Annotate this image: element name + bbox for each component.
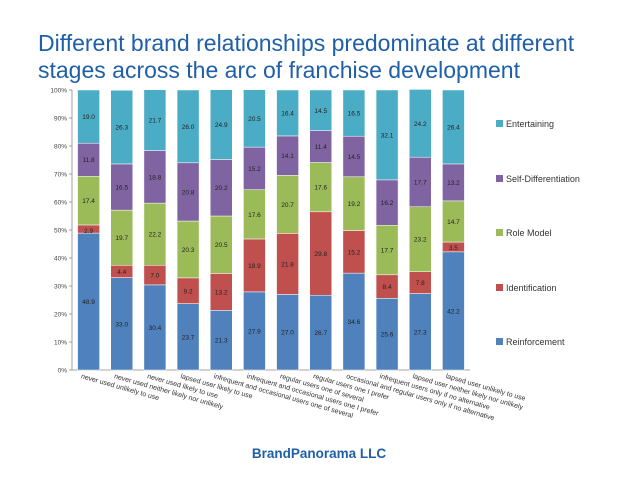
data-label: 20.8 [182, 189, 195, 196]
data-label: 11.4 [315, 144, 328, 151]
data-label: 48.9 [82, 299, 95, 306]
bar-segment [375, 89, 399, 181]
bar-segment [210, 89, 233, 160]
data-label: 24.2 [414, 121, 427, 128]
data-label: 20.2 [215, 185, 228, 192]
legend-swatch [496, 338, 503, 345]
data-label: 17.6 [248, 212, 261, 219]
data-label: 20.3 [182, 247, 195, 254]
data-label: 14.1 [281, 153, 294, 160]
y-tick-label: 40% [54, 256, 67, 263]
bar-segment [143, 89, 167, 151]
data-label: 16.5 [348, 111, 361, 118]
legend-label: Role Model [506, 228, 552, 238]
y-tick-label: 60% [54, 200, 67, 207]
data-label: 23.2 [414, 237, 427, 244]
data-label: 15.2 [248, 166, 261, 173]
data-label: 14.5 [348, 154, 361, 161]
data-label: 14.5 [314, 108, 327, 115]
bar-segment [243, 89, 266, 148]
data-label: 27.9 [248, 328, 261, 335]
bar-segment [77, 89, 100, 144]
data-label: 13.2 [447, 180, 460, 187]
data-label: 23.7 [182, 334, 195, 341]
data-label: 27.0 [281, 330, 294, 337]
data-label: 42.2 [447, 308, 460, 315]
bar-segment [110, 90, 133, 165]
data-label: 18.9 [248, 263, 261, 270]
data-label: 18.8 [149, 174, 162, 181]
data-label: 8.4 [383, 284, 392, 291]
data-label: 17.6 [314, 185, 327, 192]
data-label: 4.4 [117, 269, 126, 276]
bar-segment [309, 89, 332, 131]
data-label: 9.2 [184, 288, 193, 295]
bar-segment [276, 89, 299, 137]
data-label: 16.4 [281, 110, 294, 117]
data-label: 19.2 [348, 201, 361, 208]
data-label: 7.8 [416, 280, 425, 287]
data-label: 19.7 [115, 235, 128, 242]
data-label: 14.7 [447, 219, 460, 226]
data-label: 32.1 [381, 132, 394, 139]
data-label: 25.6 [381, 332, 394, 339]
data-label: 34.6 [348, 319, 361, 326]
y-tick-label: 80% [54, 144, 67, 151]
y-tick-label: 20% [54, 312, 67, 319]
data-label: 26.0 [182, 124, 195, 131]
data-label: 21.3 [215, 338, 228, 345]
bar-segment [409, 89, 432, 158]
data-label: 20.5 [215, 242, 228, 249]
data-label: 16.5 [115, 185, 128, 192]
data-label: 33.0 [115, 321, 128, 328]
data-label: 17.7 [414, 179, 427, 186]
legend-label: Entertaining [506, 119, 554, 129]
data-label: 27.3 [414, 329, 427, 336]
data-label: 7.0 [150, 273, 159, 280]
data-label: 26.7 [314, 330, 327, 337]
data-label: 17.4 [82, 198, 95, 205]
data-label: 19.0 [82, 114, 95, 121]
data-label: 16.2 [381, 200, 394, 207]
legend-swatch [496, 175, 503, 182]
data-label: 24.9 [215, 122, 228, 129]
legend-swatch [496, 229, 503, 236]
legend-label: Self-Differentiation [506, 174, 580, 184]
y-tick-label: 100% [50, 88, 67, 95]
y-tick-label: 30% [54, 284, 67, 291]
data-label: 21.7 [149, 118, 162, 125]
chart-title: Different brand relationships predominat… [38, 30, 575, 83]
data-label: 17.7 [381, 248, 394, 255]
data-label: 3.5 [449, 245, 458, 252]
data-label: 30.4 [149, 325, 162, 332]
y-tick-label: 50% [54, 228, 67, 235]
legend-label: Reinforcement [506, 337, 565, 347]
data-label: 29.8 [314, 251, 327, 258]
y-tick-label: 90% [54, 116, 67, 123]
legend-swatch [496, 284, 503, 291]
data-label: 11.8 [82, 157, 95, 164]
data-label: 22.2 [149, 232, 162, 239]
legend-swatch [496, 120, 503, 127]
data-label: 26.3 [115, 125, 128, 132]
data-label: 20.5 [248, 116, 261, 123]
legend-label: Identification [506, 283, 557, 293]
footer-brand: BrandPanorama LLC [251, 446, 387, 461]
y-tick-label: 0% [58, 368, 68, 375]
bar-segment [342, 89, 366, 137]
data-label: 20.7 [281, 202, 294, 209]
bar-segment [176, 89, 200, 164]
data-label: 2.9 [84, 228, 93, 235]
data-label: 13.2 [215, 289, 228, 296]
data-label: 21.8 [281, 261, 294, 268]
data-label: 26.4 [447, 124, 460, 131]
data-label: 15.2 [348, 249, 361, 256]
y-tick-label: 70% [54, 172, 67, 179]
y-tick-label: 10% [54, 340, 67, 347]
bar-segment [442, 89, 465, 165]
